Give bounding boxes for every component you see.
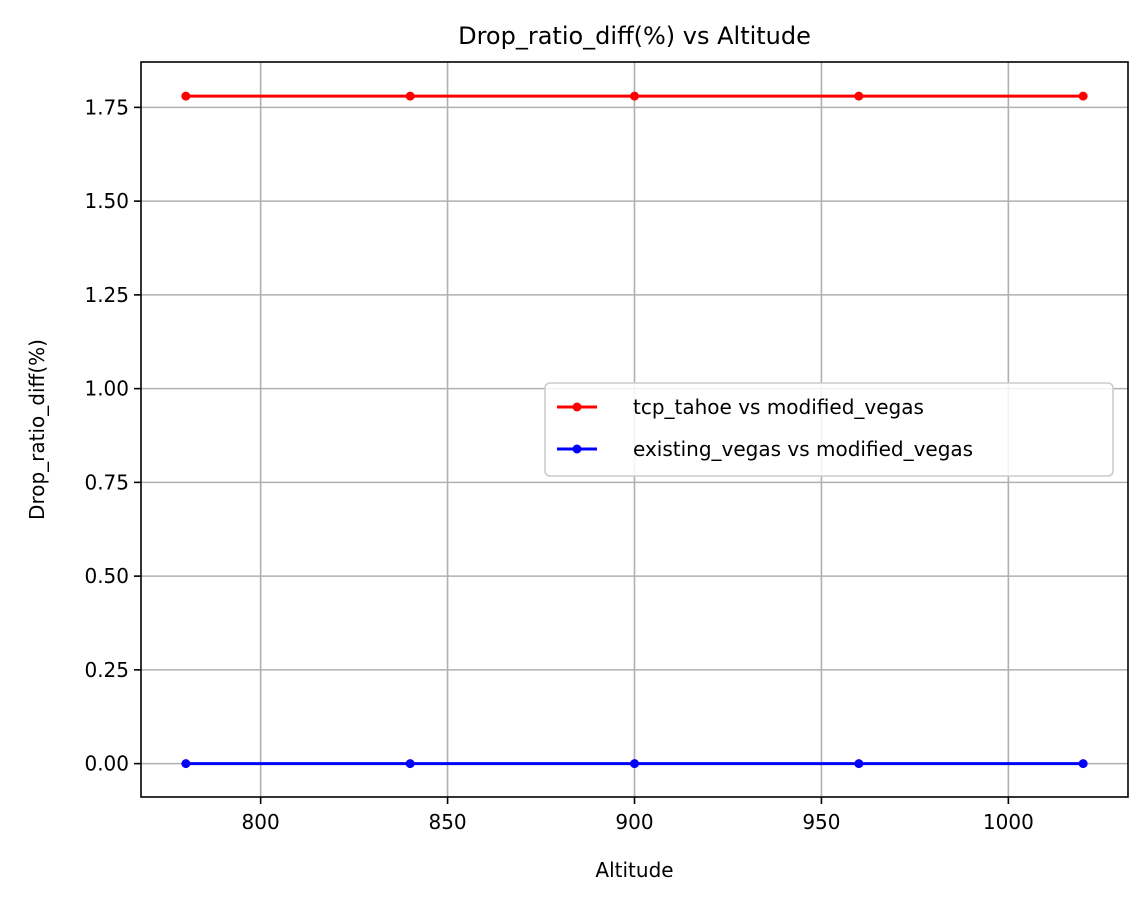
x-tick-label: 1000 <box>983 810 1034 834</box>
x-tick-label: 950 <box>802 810 840 834</box>
series-layer <box>181 91 1088 769</box>
legend-marker <box>572 402 582 412</box>
series-2 <box>181 759 1088 769</box>
legend-label: existing_vegas vs modified_vegas <box>633 437 973 461</box>
y-tick-label: 0.50 <box>84 564 129 588</box>
legend: tcp_tahoe vs modified_vegas existing_vega… <box>544 382 1114 477</box>
legend-box <box>544 382 1114 477</box>
y-tick-label: 1.75 <box>84 95 129 119</box>
y-tick-label: 1.50 <box>84 189 129 213</box>
y-tick-label: 0.75 <box>84 470 129 494</box>
data-point <box>630 759 639 769</box>
x-tick-label: 850 <box>428 810 466 834</box>
legend-marker <box>572 444 582 454</box>
chart-title: Drop_ratio_diff(%) vs Altitude <box>458 22 811 50</box>
ticks: 800 850 900 950 1000 0.00 0.25 0.50 0.75 1.00 1.25… <box>84 95 1033 834</box>
data-point <box>854 759 864 769</box>
x-tick-label: 900 <box>615 810 653 834</box>
y-tick-label: 1.25 <box>84 283 129 307</box>
data-point <box>181 91 191 101</box>
legend-label: tcp_tahoe vs modified_vegas <box>633 395 924 419</box>
legend-item: existing_vegas vs modified_vegas <box>557 437 973 461</box>
y-axis-title: Drop_ratio_diff(%) <box>25 339 49 520</box>
legend-item: tcp_tahoe vs modified_vegas <box>557 395 924 419</box>
data-point <box>405 91 415 101</box>
data-point <box>405 759 415 769</box>
data-point <box>1078 759 1088 769</box>
data-point <box>181 759 191 769</box>
data-point <box>854 91 864 101</box>
data-point <box>1078 91 1088 101</box>
x-axis-title: Altitude <box>595 858 673 882</box>
x-tick-label: 800 <box>242 810 280 834</box>
y-tick-label: 0.25 <box>84 658 129 682</box>
series-1 <box>181 91 1088 101</box>
y-tick-label: 0.00 <box>84 752 129 776</box>
y-tick-label: 1.00 <box>84 377 129 401</box>
data-point <box>630 91 639 101</box>
